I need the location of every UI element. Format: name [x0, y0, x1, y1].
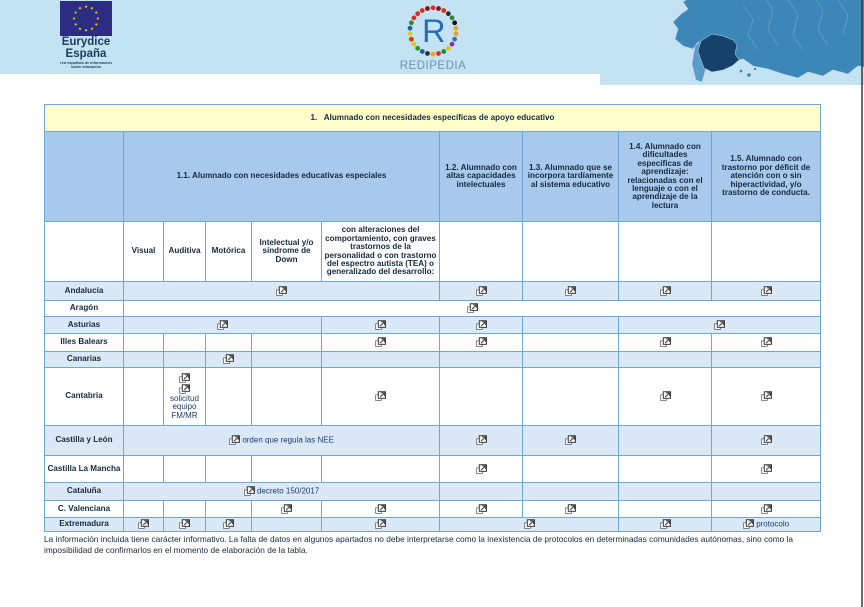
- svg-text:R: R: [422, 13, 445, 49]
